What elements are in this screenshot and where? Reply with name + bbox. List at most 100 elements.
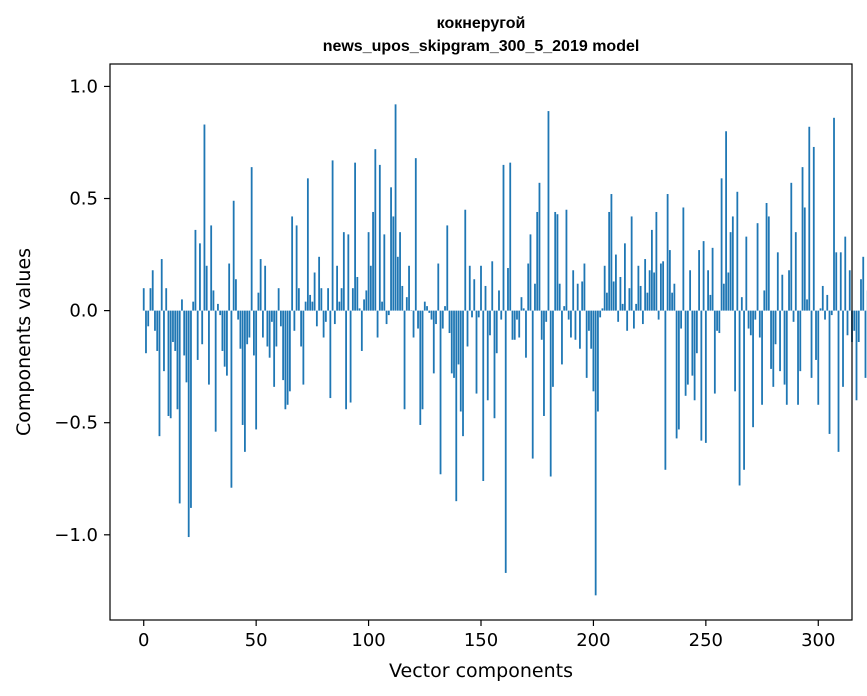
bar <box>601 308 604 311</box>
bar <box>502 164 505 311</box>
bar <box>250 167 253 311</box>
bar <box>210 225 213 311</box>
bar <box>531 310 534 459</box>
bar <box>680 310 683 329</box>
bar <box>770 310 772 369</box>
bar <box>498 290 500 311</box>
bar <box>610 194 613 311</box>
bar <box>797 310 799 405</box>
bar <box>201 310 204 345</box>
bar <box>300 310 303 347</box>
bar <box>504 310 507 573</box>
bar <box>279 310 282 327</box>
bar <box>653 272 656 311</box>
bar <box>199 243 201 311</box>
bar <box>666 194 669 311</box>
bar <box>477 310 480 318</box>
bar <box>324 310 327 322</box>
bar <box>226 310 228 376</box>
bar <box>864 310 867 378</box>
bar <box>255 310 258 430</box>
bar <box>709 294 712 311</box>
bar <box>561 310 563 365</box>
bar <box>221 310 224 351</box>
bar <box>702 241 705 311</box>
bar <box>792 310 795 322</box>
bar <box>151 270 154 311</box>
bar <box>437 263 440 311</box>
bar <box>534 283 536 311</box>
bar <box>853 310 856 331</box>
bar <box>419 310 422 425</box>
bar <box>563 306 566 311</box>
y-axis-label: Components values <box>13 248 35 436</box>
bar <box>686 310 689 385</box>
bar <box>154 310 156 331</box>
bar <box>203 124 206 311</box>
bar <box>372 211 374 311</box>
bar <box>473 279 476 311</box>
bar <box>219 310 222 316</box>
bar <box>338 301 341 311</box>
bar <box>327 288 329 311</box>
bar <box>579 310 581 349</box>
bar <box>516 310 518 320</box>
bar <box>455 310 458 502</box>
chart-title: кокнеругой <box>437 15 526 32</box>
bar <box>489 310 491 336</box>
bar <box>347 234 350 311</box>
bar <box>241 310 244 425</box>
bar <box>529 234 532 311</box>
bar <box>309 294 312 311</box>
bar <box>606 292 608 311</box>
x-tick-label: 150 <box>464 630 498 651</box>
bar <box>772 310 775 387</box>
bar <box>376 310 379 338</box>
x-axis-label: Vector components <box>389 660 573 682</box>
bar <box>803 207 806 311</box>
bar <box>262 310 264 338</box>
bar <box>232 200 235 311</box>
bar <box>711 247 714 311</box>
bar <box>581 281 584 311</box>
bar <box>507 268 509 311</box>
bar <box>646 292 649 311</box>
bar <box>462 310 464 437</box>
bar <box>785 310 788 405</box>
bar <box>617 310 620 322</box>
bar <box>549 310 552 477</box>
bar <box>304 301 307 311</box>
bar <box>707 270 709 311</box>
x-tick-label: 50 <box>245 630 268 651</box>
bar <box>172 310 174 342</box>
bar <box>358 308 361 311</box>
bar <box>277 288 280 311</box>
bar <box>518 310 521 338</box>
bar <box>545 310 548 322</box>
x-tick-label: 100 <box>351 630 385 651</box>
bar <box>192 301 195 311</box>
bar <box>525 310 527 358</box>
bar <box>253 310 255 356</box>
bar <box>576 283 579 311</box>
bar <box>624 243 626 311</box>
bar <box>826 294 829 311</box>
bar <box>244 310 246 452</box>
bar <box>381 301 383 311</box>
bar <box>365 290 368 311</box>
bar <box>718 310 721 334</box>
bar <box>671 292 674 311</box>
x-tick-label: 300 <box>801 630 835 651</box>
bar <box>749 310 752 336</box>
bar <box>356 276 359 311</box>
bar <box>779 310 781 372</box>
bar <box>414 158 417 311</box>
bar <box>208 310 210 385</box>
bar <box>819 308 822 311</box>
bar <box>500 310 503 320</box>
bar <box>673 283 676 311</box>
bar <box>421 310 424 410</box>
bar <box>444 306 446 311</box>
bar <box>572 270 575 311</box>
